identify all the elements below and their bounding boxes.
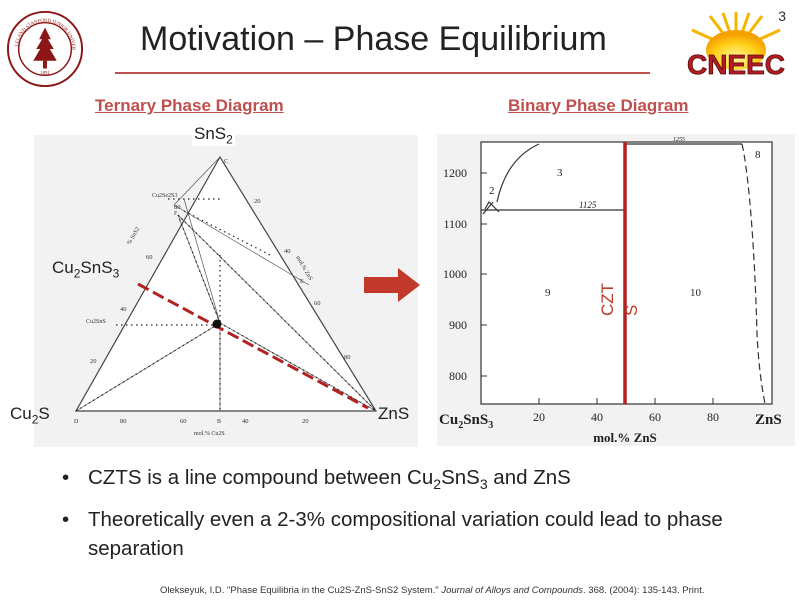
vertex-sns2: SnS2: [192, 124, 235, 147]
svg-text:1200: 1200: [443, 166, 467, 180]
svg-text:900: 900: [449, 318, 467, 332]
svg-text:60: 60: [180, 418, 187, 425]
svg-text:80: 80: [344, 354, 351, 361]
cneec-logo-text: CNEEC: [687, 49, 785, 80]
svg-text:20: 20: [90, 358, 97, 365]
svg-text:40: 40: [284, 248, 291, 255]
svg-text:1255: 1255: [673, 137, 685, 143]
side-cu2sns3: Cu2SnS3: [52, 258, 120, 281]
slide-number: 3: [778, 8, 786, 24]
svg-text:mol.% Cu2S: mol.% Cu2S: [194, 431, 225, 437]
svg-text:60: 60: [146, 254, 153, 261]
ternary-phase-diagram: C Cu2Se2S3 F Cu2SnS E D B % SnS2 mol.% Z…: [34, 135, 418, 447]
czts-tie-line: [137, 282, 369, 410]
stanford-seal-logo: 1891 LELAND STANFORD JUNIOR UNIVERSITY: [6, 10, 84, 88]
bullet-2: Theoretically even a 2-3% compositional …: [60, 505, 780, 563]
svg-text:40: 40: [242, 418, 249, 425]
svg-text:20: 20: [302, 418, 309, 425]
binary-x-title: mol.% ZnS: [593, 430, 657, 445]
svg-text:B: B: [217, 419, 221, 425]
svg-text:CZT: CZT: [598, 283, 617, 316]
svg-text:800: 800: [449, 369, 467, 383]
svg-text:E: E: [300, 279, 304, 285]
bullet-1: CZTS is a line compound between Cu2SnS3 …: [60, 463, 780, 499]
svg-text:1100: 1100: [443, 217, 467, 231]
citation: Olekseyuk, I.D. "Phase Equilibria in the…: [160, 585, 705, 596]
svg-text:8: 8: [755, 149, 761, 161]
binary-heading: Binary Phase Diagram: [508, 96, 689, 115]
svg-text:Cu2SnS: Cu2SnS: [86, 319, 106, 325]
svg-text:3: 3: [557, 167, 563, 179]
binary-phase-diagram: 1200 1100 1000 900 800 2 3 8 9 10 1125 1…: [437, 134, 795, 446]
svg-text:S: S: [622, 305, 641, 316]
vertex-zns: ZnS: [378, 404, 410, 423]
svg-text:C: C: [224, 159, 228, 165]
svg-text:80: 80: [707, 410, 719, 424]
svg-text:20: 20: [254, 198, 261, 205]
svg-text:2: 2: [489, 185, 495, 197]
svg-text:20: 20: [533, 410, 545, 424]
czts-point: [212, 319, 222, 329]
svg-text:1000: 1000: [443, 267, 467, 281]
svg-text:D: D: [74, 419, 79, 425]
svg-text:F: F: [174, 211, 178, 217]
svg-text:9: 9: [545, 287, 551, 299]
svg-text:80: 80: [174, 204, 181, 211]
svg-text:Cu2Se2S3: Cu2Se2S3: [152, 193, 177, 199]
seal-year: 1891: [40, 71, 50, 76]
svg-text:10: 10: [690, 287, 702, 299]
binary-x-right: ZnS: [755, 412, 782, 428]
ternary-heading: Ternary Phase Diagram: [95, 96, 284, 115]
svg-text:80: 80: [120, 418, 127, 425]
bullet-list: CZTS is a line compound between Cu2SnS3 …: [60, 463, 780, 563]
right-arrow-icon: [364, 268, 420, 302]
svg-text:40: 40: [591, 410, 603, 424]
cneec-logo: CNEEC: [687, 12, 785, 80]
title-underline: [115, 72, 650, 74]
vertex-cu2s: Cu2S: [10, 404, 50, 427]
binary-x-left: Cu2SnS3: [439, 412, 493, 431]
svg-text:1125: 1125: [579, 200, 597, 210]
svg-text:60: 60: [649, 410, 661, 424]
slide-title: Motivation – Phase Equilibrium: [140, 20, 607, 58]
svg-text:40: 40: [120, 306, 127, 313]
svg-text:60: 60: [314, 300, 321, 307]
ternary-triangle: [74, 155, 378, 412]
czts-label: CZT S: [598, 283, 641, 316]
